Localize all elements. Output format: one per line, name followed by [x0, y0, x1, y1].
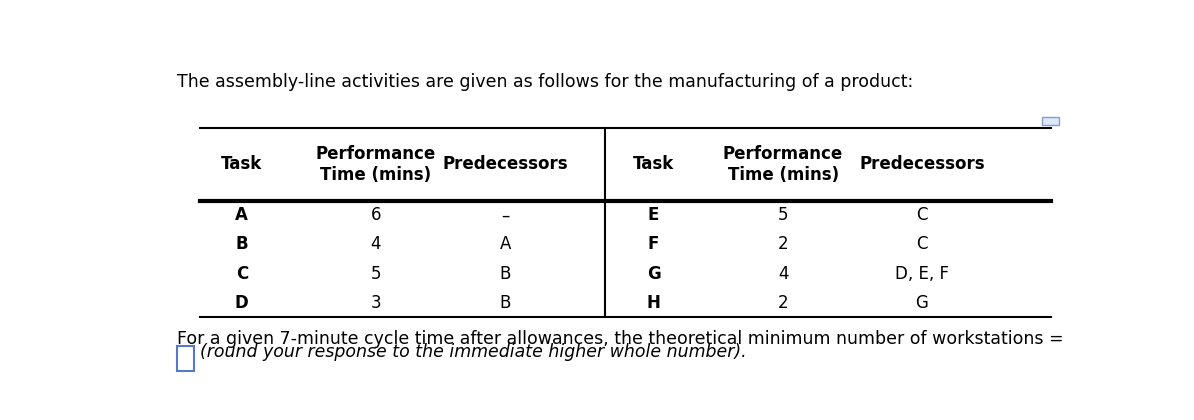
Text: Task: Task — [633, 155, 675, 173]
Text: Predecessors: Predecessors — [860, 155, 985, 173]
Text: 5: 5 — [370, 265, 381, 283]
Text: G: G — [916, 294, 929, 312]
Text: D, E, F: D, E, F — [896, 265, 949, 283]
Text: –: – — [501, 206, 510, 224]
Text: H: H — [647, 294, 660, 312]
Text: Predecessors: Predecessors — [443, 155, 568, 173]
Bar — [1042, 117, 1059, 125]
Text: The assembly-line activities are given as follows for the manufacturing of a pro: The assembly-line activities are given a… — [177, 73, 913, 91]
Text: (round your response to the immediate higher whole number).: (round your response to the immediate hi… — [201, 343, 746, 361]
Text: 6: 6 — [370, 206, 381, 224]
Text: C: C — [235, 265, 248, 283]
Bar — [177, 346, 193, 370]
Text: A: A — [500, 236, 511, 253]
Text: B: B — [500, 265, 511, 283]
Text: 4: 4 — [777, 265, 788, 283]
Text: Performance
Time (mins): Performance Time (mins) — [724, 145, 843, 184]
Text: For a given 7-minute cycle time after allowances, the theoretical minimum number: For a given 7-minute cycle time after al… — [177, 330, 1064, 348]
Text: D: D — [235, 294, 248, 312]
Text: 2: 2 — [777, 294, 788, 312]
Text: 5: 5 — [777, 206, 788, 224]
Text: 2: 2 — [777, 236, 788, 253]
Text: Performance
Time (mins): Performance Time (mins) — [316, 145, 436, 184]
Text: C: C — [916, 206, 928, 224]
Text: B: B — [500, 294, 511, 312]
Text: Task: Task — [221, 155, 263, 173]
Text: F: F — [648, 236, 659, 253]
Text: B: B — [235, 236, 248, 253]
Text: E: E — [648, 206, 659, 224]
Text: C: C — [916, 236, 928, 253]
Text: 3: 3 — [370, 294, 381, 312]
Text: A: A — [235, 206, 248, 224]
Text: 4: 4 — [370, 236, 381, 253]
Text: G: G — [647, 265, 660, 283]
